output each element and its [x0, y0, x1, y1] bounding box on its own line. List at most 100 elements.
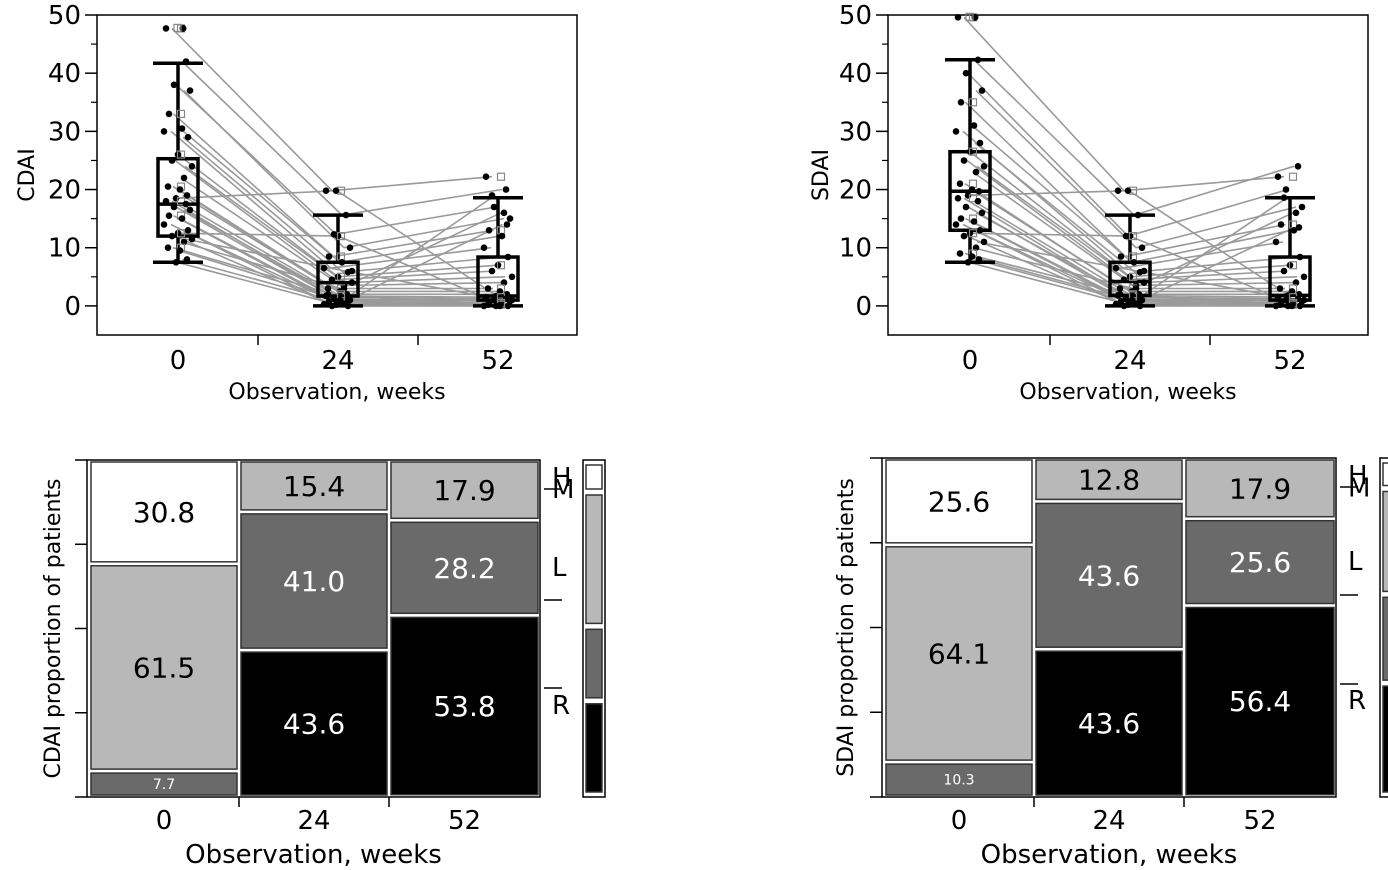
y-tick-label: 10 — [839, 234, 872, 264]
patient-line — [963, 16, 1285, 192]
x-tick-label: 52 — [1243, 806, 1276, 836]
data-point — [170, 81, 178, 89]
x-axis-title: Observation, weeks — [185, 840, 442, 870]
data-point — [480, 244, 488, 251]
mosaic-cell-label: 56.4 — [1229, 685, 1291, 718]
data-point — [962, 69, 970, 77]
mosaic-cell-label: 43.6 — [283, 708, 345, 741]
x-axis-title: Observation, weeks — [981, 840, 1238, 870]
mean-marker — [176, 229, 186, 238]
mosaic-cell-label: 25.6 — [1229, 546, 1291, 579]
data-point — [325, 253, 333, 260]
legend-swatch-H — [1382, 462, 1388, 487]
mosaic-cell-24-M — [240, 461, 388, 511]
level-label-R: R — [1348, 686, 1366, 716]
data-point — [1296, 302, 1304, 310]
data-point — [348, 279, 356, 286]
mean-marker — [968, 147, 978, 156]
data-point — [954, 13, 962, 21]
mosaic-cell-label: 53.8 — [433, 690, 495, 723]
mean-marker — [968, 179, 978, 188]
mean-marker — [1128, 272, 1138, 281]
mosaic-cell-label: 7.7 — [153, 777, 175, 793]
x-tick-label: 0 — [951, 806, 968, 836]
data-point — [500, 209, 508, 217]
mosaic-cell-label: 30.8 — [133, 496, 195, 529]
mean-marker — [968, 229, 978, 238]
data-point — [188, 235, 196, 243]
level-label-M: M — [1348, 473, 1370, 503]
data-point — [1120, 276, 1128, 284]
y-axis-title: SDAI — [809, 149, 834, 201]
data-point — [183, 192, 191, 199]
data-point — [332, 301, 340, 309]
data-point — [1112, 300, 1120, 308]
level-label-L: L — [552, 553, 567, 583]
level-label-L: L — [1348, 547, 1363, 577]
data-point — [1284, 302, 1292, 310]
mosaic-cell-24-L — [1035, 502, 1183, 648]
data-point — [176, 186, 184, 193]
data-point — [162, 197, 170, 205]
data-point — [482, 293, 490, 301]
mosaic-chart-2: 30.8 61.5 7.7 15.4 41.0 43.6 17.9 28.2 53.8 HM L R 0… — [41, 459, 606, 870]
data-point — [1114, 187, 1122, 194]
plot-frame — [887, 14, 1369, 336]
data-point — [186, 87, 194, 94]
data-point — [1277, 221, 1285, 228]
legend-swatch-R — [1382, 685, 1388, 793]
x-tick-label: 24 — [1113, 346, 1146, 376]
data-point — [954, 195, 962, 202]
data-point — [503, 221, 511, 228]
mosaic-cell-0-M — [885, 546, 1033, 761]
data-point — [506, 215, 514, 222]
data-point — [976, 139, 984, 147]
mosaic-cell-0-L — [885, 763, 1033, 796]
data-point — [962, 203, 970, 211]
mosaic-cell-label: 15.4 — [283, 470, 345, 503]
data-point — [976, 227, 984, 234]
data-point — [1138, 244, 1146, 251]
data-point — [182, 58, 190, 65]
mosaic-cell-24-R — [1035, 650, 1183, 796]
mean-marker — [496, 261, 506, 270]
mosaic-cell-label: 17.9 — [433, 474, 495, 507]
legend-frame — [1379, 457, 1388, 798]
data-point — [160, 221, 168, 228]
data-point — [1134, 211, 1142, 219]
patient-line — [171, 27, 493, 192]
data-point — [975, 256, 983, 263]
data-point — [180, 238, 188, 246]
level-label-M: M — [552, 475, 574, 505]
mosaic-cell-label: 64.1 — [928, 637, 990, 670]
data-point — [1300, 296, 1308, 304]
level-label-H: H — [552, 463, 572, 493]
x-tick-label: 52 — [448, 806, 481, 836]
y-axis-title: CDAI — [15, 148, 40, 201]
mosaic-cell-label: 17.9 — [1229, 472, 1291, 505]
y-tick-label: 0 — [855, 292, 872, 322]
patient-line — [974, 142, 1296, 274]
mosaic-cell-52-R — [390, 616, 539, 796]
data-point — [485, 227, 493, 234]
y-tick-label: 50 — [48, 1, 81, 31]
data-point — [322, 187, 330, 194]
data-point — [1294, 163, 1302, 170]
data-point — [1298, 203, 1306, 211]
mosaic-cell-label: 43.6 — [1078, 559, 1140, 592]
data-point — [343, 299, 351, 307]
data-point — [1280, 194, 1288, 201]
data-point — [346, 244, 354, 251]
mosaic-cell-label: 41.0 — [283, 565, 345, 598]
data-point — [508, 273, 516, 281]
data-point — [498, 232, 506, 240]
mosaic-cell-52-L — [1185, 519, 1335, 605]
plot-frame — [96, 14, 578, 336]
data-point — [972, 244, 980, 251]
mean-marker — [1288, 172, 1298, 181]
data-point — [1124, 187, 1132, 194]
data-point — [324, 285, 332, 292]
data-point — [500, 279, 508, 286]
data-point — [968, 186, 976, 193]
